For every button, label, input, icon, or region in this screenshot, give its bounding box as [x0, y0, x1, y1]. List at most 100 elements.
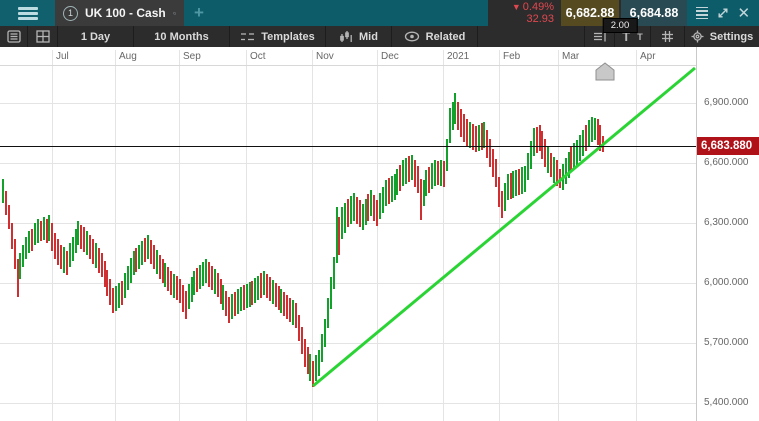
price-bar: [36, 219, 39, 243]
price-bar: [315, 355, 318, 381]
settings-button[interactable]: Settings: [685, 26, 759, 47]
price-bar: [492, 149, 495, 177]
price-bar: [387, 178, 390, 204]
price-bar: [347, 199, 350, 227]
price-bar: [2, 179, 4, 203]
price-bar: [257, 276, 260, 300]
price-bar: [33, 223, 36, 245]
price-bar: [474, 126, 477, 152]
price-bar: [62, 247, 65, 273]
price-bar: [428, 167, 431, 193]
gridline-horizontal: [0, 163, 696, 164]
price-bar: [477, 125, 480, 151]
price-bar: [335, 207, 338, 263]
price-bar: [515, 170, 518, 196]
eye-icon: [404, 31, 419, 42]
price-bar: [532, 128, 535, 156]
price-bar: [7, 205, 10, 229]
close-button[interactable]: ✕: [738, 6, 751, 21]
price-bar: [355, 197, 358, 224]
gridline-vertical: [443, 50, 444, 421]
x-axis-month-label: Dec: [381, 51, 399, 62]
price-bar: [506, 174, 509, 200]
price-bar: [309, 354, 312, 381]
indicators-panel-button[interactable]: [585, 26, 615, 47]
price-bar: [181, 285, 184, 312]
y-axis-panel[interactable]: 6,683.880 6,900.000 6,600.000 6,300.000 6,0…: [696, 47, 759, 421]
price-bar: [202, 262, 205, 286]
change-points: 32.93: [526, 13, 554, 25]
price-bar: [254, 278, 257, 303]
gridline-vertical: [558, 50, 559, 421]
price-bar: [109, 279, 112, 305]
price-bar: [207, 262, 210, 287]
text-tool-icon: T: [622, 29, 631, 44]
price-bar: [480, 123, 483, 150]
add-chart-tab-button[interactable]: +: [194, 3, 204, 22]
price-bar: [376, 200, 379, 226]
annotation-marker[interactable]: [595, 62, 615, 81]
price-bar: [370, 190, 373, 216]
month-strip-separator: [0, 65, 759, 66]
price-bar: [25, 237, 28, 259]
price-bar: [564, 158, 567, 184]
templates-button[interactable]: Templates: [230, 26, 326, 47]
chart-menu-button[interactable]: [695, 6, 708, 20]
price-bar: [248, 282, 251, 307]
search-icon[interactable]: [172, 7, 176, 20]
price-bar: [318, 350, 321, 376]
price-bar: [161, 259, 164, 283]
price-bar: [106, 270, 109, 296]
main-menu-button[interactable]: [0, 0, 55, 26]
expand-button[interactable]: [717, 7, 729, 19]
price-bar: [135, 248, 138, 272]
x-axis-month-label: 2021: [447, 51, 470, 62]
chart-legend-button[interactable]: [0, 26, 28, 47]
price-bar: [80, 225, 83, 249]
toolbar-spacer: [478, 26, 585, 47]
down-triangle-icon: ▼: [511, 2, 521, 12]
price-bar: [518, 169, 521, 195]
price-bar: [521, 167, 524, 194]
price-bar: [437, 161, 439, 185]
price-bar: [196, 268, 199, 292]
price-bar: [219, 279, 222, 304]
price-bar: [155, 250, 158, 274]
range-selector[interactable]: 10 Months: [134, 26, 230, 47]
instrument-tab[interactable]: 1 UK 100 - Cash: [55, 0, 184, 26]
interval-selector[interactable]: 1 Day: [58, 26, 134, 47]
price-bar: [393, 174, 396, 200]
price-type-button[interactable]: Mid: [326, 26, 392, 47]
price-bar: [129, 258, 132, 283]
gridline-vertical: [246, 50, 247, 421]
sell-price-button[interactable]: 6,682.88: [561, 0, 619, 26]
price-bar: [466, 119, 468, 147]
price-bar: [529, 141, 532, 169]
price-bar: [65, 251, 68, 275]
price-bar: [350, 196, 352, 224]
price-bar: [274, 283, 277, 307]
gridline-vertical: [499, 50, 500, 421]
gear-icon: [691, 30, 704, 43]
crosshair-grid-button[interactable]: [651, 26, 685, 47]
price-bar: [60, 245, 62, 269]
trend-line[interactable]: [312, 66, 696, 388]
y-axis-tick-label: 5,700.000: [704, 337, 749, 348]
price-bar: [147, 235, 149, 259]
layout-grid-button[interactable]: [28, 26, 58, 47]
price-bar: [399, 165, 402, 191]
price-bar: [242, 285, 245, 310]
price-bar: [410, 155, 413, 180]
price-bar: [541, 131, 544, 159]
price-bar: [22, 245, 25, 267]
price-bar: [555, 160, 558, 186]
price-bar: [97, 248, 100, 273]
price-bar: [234, 292, 236, 316]
gridline-vertical: [312, 50, 313, 421]
price-bar: [152, 245, 155, 269]
related-markets-button[interactable]: Related: [392, 26, 478, 47]
price-bar: [292, 300, 294, 325]
price-bar: [68, 243, 71, 267]
